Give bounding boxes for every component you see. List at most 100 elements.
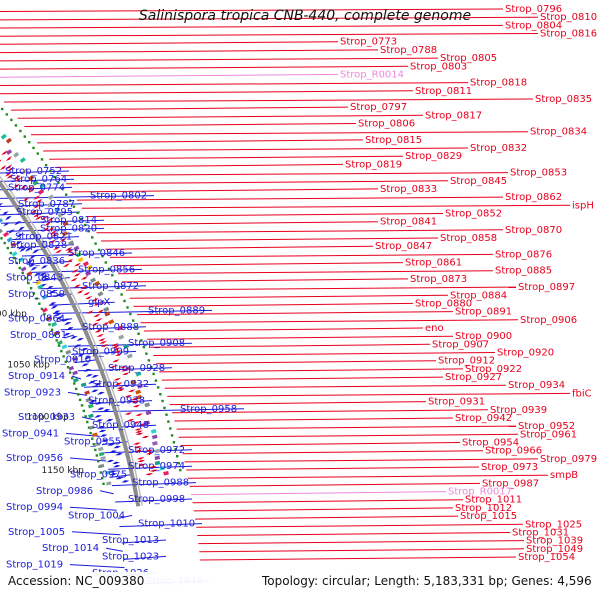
leader-line (0, 8, 504, 13)
forward-gene (65, 246, 73, 251)
cog-block (86, 264, 93, 271)
gene-label-left: Strop_0843 (6, 273, 63, 284)
forward-gene (132, 404, 141, 408)
cog-block (61, 231, 68, 237)
outer-tick (36, 152, 39, 155)
leader-line (199, 548, 525, 553)
gene-label-left: Strop_1014 (42, 543, 99, 554)
leader-line (117, 514, 133, 519)
cog-block (144, 402, 151, 408)
outer-tick (137, 332, 140, 335)
scale-tick (92, 443, 95, 446)
gene-label-left: Strop_0752 (5, 166, 62, 177)
cog-block (13, 151, 20, 158)
forward-gene (124, 394, 133, 398)
forward-gene (100, 344, 109, 347)
scale-tick (89, 431, 92, 435)
forward-gene (149, 469, 158, 472)
scale-tick (95, 454, 98, 457)
outer-tick (61, 187, 64, 190)
leader-line (109, 253, 494, 258)
gene-label-left: Strop_0836 (8, 256, 65, 267)
scale-tick (99, 471, 103, 474)
gene-label-left: Strop_0975 (70, 469, 127, 480)
cog-block (46, 202, 53, 208)
forward-gene (136, 457, 145, 460)
gene-label-right: Strop_0811 (415, 86, 472, 97)
gene-label-right: Strop_R0017 (448, 487, 512, 498)
cog-block (2, 231, 9, 238)
gene-label-left: Strop_0888 (82, 322, 139, 333)
outer-tick (28, 141, 31, 144)
leader-line (191, 491, 447, 496)
forward-gene (102, 321, 110, 325)
reverse-gene (46, 285, 54, 290)
forward-gene (145, 449, 153, 452)
leader-line (180, 442, 461, 446)
leader-line (91, 221, 379, 226)
gene-label-left: Strop_0774 (8, 182, 65, 193)
forward-gene (119, 365, 128, 369)
outer-tick (19, 129, 22, 133)
scale-tick (64, 360, 67, 363)
backbone (0, 175, 143, 507)
forward-gene (73, 272, 81, 277)
reverse-gene (32, 249, 40, 254)
reverse-gene (63, 332, 71, 337)
reverse-gene (26, 259, 34, 264)
cog-block (137, 383, 143, 389)
scale-tick (3, 241, 6, 245)
cog-block (61, 344, 68, 350)
outer-tick (91, 236, 94, 239)
reverse-gene (5, 215, 12, 221)
gene-label-left: Strop_0814 (40, 215, 97, 226)
cog-block (19, 157, 26, 163)
gene-label-left: Strop_0908 (128, 338, 185, 349)
feature-rings (0, 133, 169, 486)
reverse-gene (98, 429, 107, 433)
scale-tick (84, 415, 87, 418)
forward-gene (132, 421, 141, 424)
footer-bar (0, 572, 600, 600)
cog-block (72, 370, 79, 376)
outer-tick (154, 379, 158, 382)
gene-label-right: Strop_0954 (462, 438, 519, 449)
outer-tick (72, 205, 76, 208)
leader-line (0, 178, 75, 182)
leader-line (159, 368, 464, 373)
gene-label-right: Strop_R0014 (340, 69, 404, 80)
cog-block (41, 294, 48, 300)
cog-block (108, 319, 115, 325)
reverse-gene (106, 459, 115, 463)
cog-block (126, 353, 133, 359)
leader-line (143, 327, 424, 332)
leader-line (69, 564, 125, 569)
gene-label-right: Strop_0880 (415, 298, 472, 309)
gene-label-right: Strop_0973 (481, 462, 538, 473)
forward-gene (80, 285, 88, 290)
cog-block (145, 410, 152, 416)
leader-line (71, 531, 121, 536)
scale-tick (40, 307, 44, 311)
reverse-gene (97, 391, 105, 395)
cog-block (89, 277, 97, 283)
scale-tick (38, 302, 41, 305)
leader-line (136, 311, 454, 316)
gene-label-left: Strop_0994 (6, 502, 63, 513)
forward-gene (13, 183, 20, 189)
reverse-gene (42, 277, 50, 282)
forward-gene (111, 343, 119, 347)
gene-label-left: Strop_0938 (88, 396, 145, 407)
outer-tick (172, 441, 176, 444)
leader-line (74, 359, 99, 364)
reverse-gene (64, 322, 72, 326)
gene-label-left: Strop_0787 (18, 199, 75, 210)
leader-line (71, 188, 379, 193)
leader-line (150, 343, 431, 348)
reverse-gene (53, 310, 61, 314)
forward-gene (112, 347, 121, 351)
scale-tick (24, 276, 27, 280)
leader-line (123, 555, 167, 560)
forward-gene (112, 345, 120, 349)
